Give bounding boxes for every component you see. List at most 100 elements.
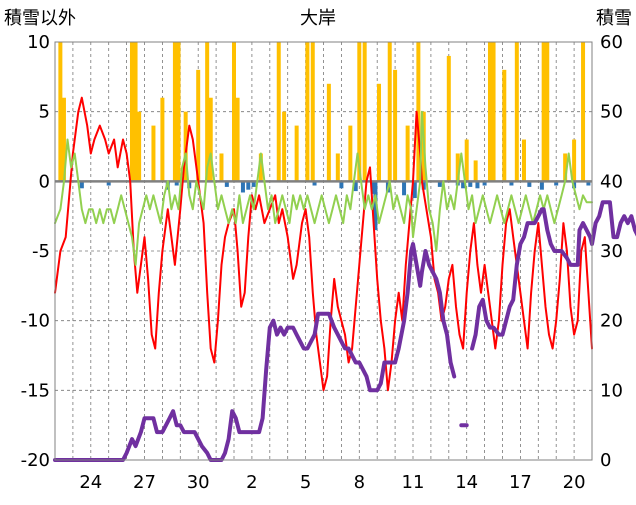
data-bar: [240, 181, 245, 193]
data-bar: [491, 42, 496, 182]
data-bar: [205, 42, 210, 182]
data-bar: [482, 181, 487, 186]
right-axis-label: 積雪: [596, 8, 632, 29]
data-bar: [353, 181, 358, 192]
x-tick-label: 5: [300, 472, 311, 493]
data-bar: [581, 42, 586, 182]
data-bar: [475, 181, 480, 189]
x-tick-label: 14: [455, 472, 478, 493]
plot-frame: [54, 41, 593, 461]
x-tick-label: 24: [79, 472, 102, 493]
data-bar: [455, 153, 460, 182]
data-bar: [541, 42, 546, 182]
data-bar: [79, 181, 84, 189]
data-bar: [446, 55, 451, 182]
data-bar: [339, 181, 344, 189]
data-bar: [376, 83, 381, 182]
right-tick-label: 20: [600, 311, 623, 332]
x-tick-label: 2: [246, 472, 257, 493]
data-bar: [312, 181, 317, 186]
data-bar: [276, 42, 281, 182]
series-line: [53, 242, 457, 462]
series-line: [54, 96, 593, 392]
data-bar: [563, 153, 568, 182]
data-bar: [305, 42, 310, 182]
data-bar: [387, 42, 392, 182]
left-tick-label: 0: [39, 171, 50, 192]
data-bar: [514, 42, 519, 182]
data-bar: [405, 125, 410, 182]
data-bar: [294, 125, 299, 182]
data-bar: [176, 42, 181, 182]
data-bar: [461, 181, 466, 189]
data-bar: [362, 42, 367, 182]
left-tick-label: -5: [32, 241, 50, 262]
x-tick-label: 20: [563, 472, 586, 493]
data-bar: [160, 97, 165, 182]
series-line: [54, 110, 593, 266]
grid-layer: [55, 41, 592, 461]
data-bar: [196, 69, 201, 182]
data-bar: [437, 181, 442, 187]
x-tick-label: 17: [509, 472, 532, 493]
chart-title: 大岸: [300, 8, 336, 29]
x-tick-label: 11: [402, 472, 425, 493]
x-tick-label: 8: [354, 472, 365, 493]
data-bar: [246, 181, 251, 190]
right-tick-label: 0: [600, 450, 611, 471]
data-bar: [473, 160, 478, 182]
data-bar: [224, 181, 229, 187]
data-bar: [373, 181, 378, 231]
data-bar: [586, 181, 591, 186]
data-bar: [402, 181, 407, 196]
right-tick-label: 10: [600, 380, 623, 401]
data-bar: [464, 139, 469, 182]
data-bar: [416, 42, 421, 182]
data-bar: [106, 181, 111, 186]
data-bar: [487, 42, 492, 182]
data-bar: [527, 181, 532, 187]
bar-layer: [58, 42, 591, 231]
data-bar: [151, 125, 156, 182]
data-bar: [554, 181, 559, 186]
data-bar: [172, 42, 177, 182]
data-bar: [326, 83, 331, 182]
data-bar: [282, 111, 287, 182]
left-tick-label: 5: [39, 102, 50, 123]
data-bar: [468, 181, 473, 187]
data-bar: [133, 42, 138, 182]
data-bar: [61, 97, 66, 182]
left-axis-label: 積雪以外: [4, 8, 76, 29]
left-tick-label: -10: [21, 311, 50, 332]
left-tick-label: 10: [27, 32, 50, 53]
data-bar: [348, 125, 353, 182]
x-tick-label: 27: [133, 472, 156, 493]
data-bar: [235, 97, 240, 182]
right-tick-label: 30: [600, 241, 623, 262]
data-bar: [335, 153, 340, 182]
data-bar: [572, 139, 577, 182]
data-bar: [393, 69, 398, 182]
data-bar: [174, 181, 179, 186]
data-bar: [539, 181, 544, 190]
data-bar: [509, 181, 514, 186]
data-bar: [219, 153, 224, 182]
data-bar: [129, 42, 134, 182]
data-bar: [58, 42, 63, 182]
data-bar: [310, 42, 315, 182]
data-bar: [232, 42, 236, 182]
data-bar: [421, 181, 426, 190]
right-tick-label: 60: [600, 32, 623, 53]
data-bar: [412, 181, 417, 199]
data-bar: [502, 69, 507, 182]
data-bar: [258, 153, 263, 182]
right-tick-label: 50: [600, 102, 623, 123]
right-tick-label: 40: [600, 171, 623, 192]
left-tick-label: -15: [21, 380, 50, 401]
data-bar: [357, 42, 362, 182]
left-tick-label: -20: [21, 450, 50, 471]
data-bar: [251, 181, 256, 187]
